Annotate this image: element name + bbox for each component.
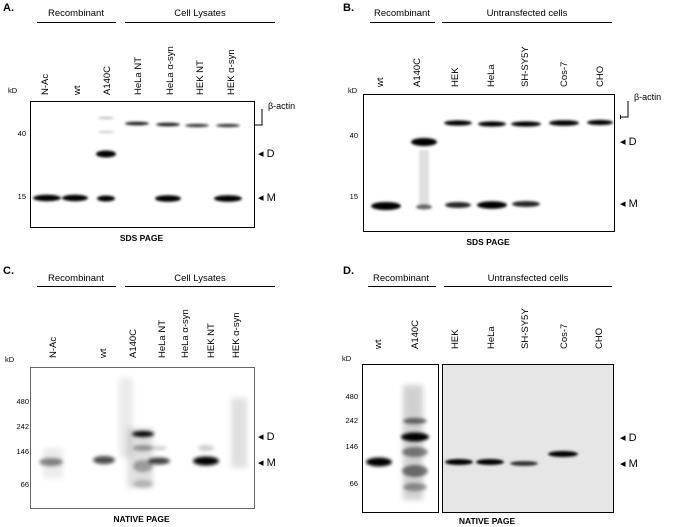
group-underline <box>37 22 116 23</box>
lane-label: CHO <box>594 327 605 349</box>
group-label: Recombinant <box>374 8 430 19</box>
mw-label: 480 <box>16 397 29 406</box>
lane-label: A140C <box>102 65 113 95</box>
group-underline <box>368 286 436 287</box>
group-label: Cell Lysates <box>174 8 226 19</box>
group-underline <box>442 22 612 23</box>
group-underline <box>125 22 275 23</box>
monomer-marker: ◂ M <box>258 457 276 469</box>
lane-label: HeLa <box>486 64 497 87</box>
dimer-marker: ◂ D <box>258 431 275 443</box>
panel-letter: C. <box>3 265 14 277</box>
lane-label: Cos-7 <box>559 61 570 87</box>
mw-label: 40 <box>349 131 358 140</box>
lane-label: A140C <box>128 328 139 358</box>
lane-label: wt <box>98 348 109 359</box>
dimer-label: D <box>628 136 637 148</box>
mw-label: 66 <box>20 480 29 489</box>
lane-label: wt <box>375 77 386 88</box>
lane-label: A140C <box>412 57 423 87</box>
kd-label: kD <box>8 86 18 95</box>
lane-label: wt <box>373 339 384 350</box>
lane-label: wt <box>72 85 83 96</box>
group-underline <box>370 22 435 23</box>
monomer-marker: ◂ M <box>258 192 276 204</box>
lane-label: SH-SY5Y <box>520 46 531 87</box>
group-underline <box>37 286 116 287</box>
blot-image <box>30 367 255 509</box>
dimer-marker: ◂ D <box>620 432 637 444</box>
mw-label: 242 <box>16 422 29 431</box>
panel-letter: A. <box>3 2 14 14</box>
lane-label: HeLa NT <box>157 319 168 358</box>
group-label: Untransfected cells <box>487 273 569 284</box>
monomer-marker: ◂ M <box>620 458 638 470</box>
bracket-arrow-icon <box>620 101 629 120</box>
mw-label: 146 <box>16 447 29 456</box>
lane-label: N-Ac <box>48 336 59 358</box>
group-label: Cell Lysates <box>174 273 226 284</box>
lane-label: SH-SY5Y <box>520 308 531 349</box>
lane-label: HEK α-syn <box>226 49 237 95</box>
mw-label: 242 <box>345 416 358 425</box>
panel-caption: SDS PAGE <box>119 233 164 243</box>
kd-label: kD <box>342 354 352 363</box>
panel-caption: NATIVE PAGE <box>113 514 170 524</box>
panel-caption: NATIVE PAGE <box>458 516 516 526</box>
group-label: Recombinant <box>48 8 104 19</box>
mw-label: 40 <box>17 129 26 138</box>
blot-image <box>363 94 615 232</box>
blot-image-untransfected <box>442 364 614 513</box>
lane-label: Cos-7 <box>559 323 570 349</box>
lane-label: HeLa α-syn <box>165 46 176 95</box>
blot-image <box>30 101 255 228</box>
dimer-label: D <box>266 431 275 443</box>
lane-label: N-Ac <box>40 73 51 95</box>
beta-actin-label: β-actin <box>268 101 296 111</box>
lane-label: HEK NT <box>195 60 206 95</box>
panel-caption: SDS PAGE <box>466 237 510 247</box>
lane-label: A140C <box>410 319 421 349</box>
monomer-label: M <box>266 192 276 204</box>
lane-label: HeLa NT <box>133 56 144 95</box>
group-underline <box>125 286 275 287</box>
beta-actin-label: β-actin <box>634 92 662 102</box>
lane-label: HEK NT <box>206 323 217 358</box>
dimer-label: D <box>628 432 637 444</box>
lane-label: HEK <box>450 329 461 349</box>
dimer-marker: ◂ D <box>258 148 275 160</box>
kd-label: kD <box>348 86 358 95</box>
mw-label: 66 <box>349 479 358 488</box>
group-label: Untransfected cells <box>486 8 568 19</box>
panel-letter: B. <box>343 2 354 14</box>
mw-label: 146 <box>345 442 358 451</box>
monomer-label: M <box>266 457 276 469</box>
group-label: Recombinant <box>48 273 104 284</box>
lane-label: CHO <box>595 65 606 87</box>
kd-label: kD <box>5 355 15 364</box>
dimer-label: D <box>266 148 275 160</box>
group-label: Recombinant <box>373 273 429 284</box>
mw-label: 15 <box>17 192 26 201</box>
lane-label: HEK <box>450 67 461 87</box>
panel-letter: D. <box>343 265 354 277</box>
monomer-label: M <box>628 458 638 470</box>
blot-image-recombinant <box>362 364 439 513</box>
lane-label: HeLa α-syn <box>180 309 191 358</box>
monomer-label: M <box>628 198 638 210</box>
lane-label: HeLa <box>486 326 497 349</box>
mw-label: 15 <box>349 192 358 201</box>
mw-label: 480 <box>345 392 358 401</box>
lane-label: HEK α-syn <box>231 312 242 358</box>
monomer-marker: ◂ M <box>620 198 638 210</box>
dimer-marker: ◂ D <box>620 136 637 148</box>
bracket-arrow-icon <box>254 109 263 128</box>
group-underline <box>444 286 612 287</box>
